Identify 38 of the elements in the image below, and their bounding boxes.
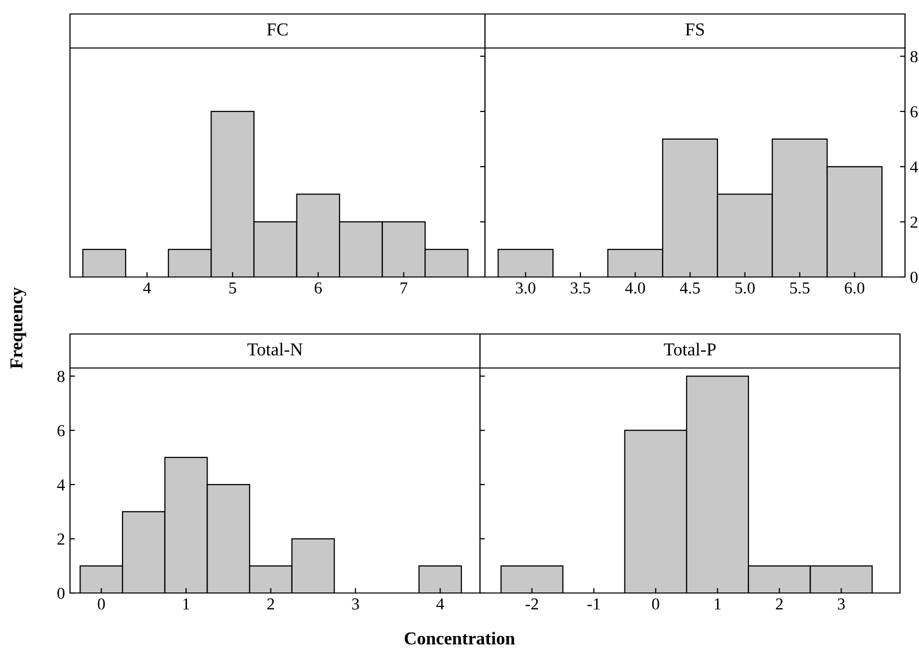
x-tick-label: 3 (838, 598, 845, 610)
chart-title: FC (266, 23, 288, 36)
x-tick-label: 2 (776, 598, 783, 610)
x-tick-label: 4.5 (680, 282, 700, 294)
x-tick-label: -2 (526, 598, 538, 610)
chart-title: FS (685, 23, 704, 36)
y-tick-label: 6 (910, 106, 918, 118)
y-tick-label: 4 (57, 479, 65, 490)
y-tick-label: 4 (910, 161, 918, 172)
x-tick-label: 7 (400, 282, 408, 294)
chart-title: Total-P (664, 342, 716, 356)
x-tick-label: 2 (267, 598, 274, 610)
x-tick-label: 0 (98, 598, 105, 610)
y-tick-label: 0 (57, 588, 65, 599)
x-tick-label: 1 (714, 598, 721, 610)
x-tick-label: 3.0 (516, 282, 536, 294)
y-tick-label: 8 (57, 370, 65, 382)
y-tick-label: 8 (910, 50, 918, 62)
x-tick-label: 3 (352, 598, 359, 610)
x-axis-title: Concentration (404, 632, 515, 645)
x-tick-label: 6.0 (844, 282, 864, 294)
x-tick-label: 5.0 (735, 282, 755, 294)
y-axis-title: Frequency (10, 287, 26, 369)
x-tick-label: 0 (652, 598, 660, 610)
x-tick-label: 4.0 (625, 282, 646, 294)
y-tick-label: 2 (910, 216, 918, 228)
x-tick-label: 6 (314, 282, 322, 294)
x-tick-label: 4 (143, 282, 151, 294)
x-tick-label: 3.5 (570, 282, 590, 294)
y-tick-label: 0 (910, 272, 918, 283)
x-tick-label: 1 (183, 598, 190, 610)
chart-title: Total-N (247, 342, 303, 356)
y-tick-label: 6 (58, 425, 65, 436)
x-tick-label: 5 (229, 282, 236, 294)
x-tick-label: 4 (436, 598, 444, 610)
x-tick-label: 5.5 (790, 282, 810, 294)
y-tick-label: 2 (58, 534, 64, 545)
x-tick-label: -1 (587, 598, 600, 610)
